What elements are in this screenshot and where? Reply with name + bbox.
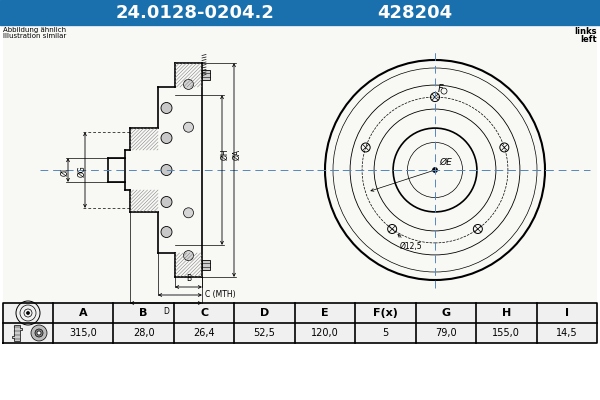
Text: C: C	[200, 308, 208, 318]
Bar	[3, 27, 597, 302]
Text: left: left	[580, 35, 597, 44]
Bar	[130, 190, 158, 212]
Text: C (MTH): C (MTH)	[205, 290, 236, 300]
Circle shape	[184, 122, 193, 132]
Text: ØA: ØA	[233, 149, 241, 160]
Circle shape	[31, 325, 47, 341]
Bar	[175, 253, 202, 277]
Text: 155,0: 155,0	[493, 328, 520, 338]
Text: 315,0: 315,0	[70, 328, 97, 338]
Bar	[130, 128, 158, 150]
Text: B: B	[186, 274, 191, 283]
Text: B: B	[139, 308, 148, 318]
Text: F(x): F(x)	[373, 308, 398, 318]
Text: ØE: ØE	[439, 158, 452, 167]
Text: 24.0128-0204.2: 24.0128-0204.2	[116, 4, 274, 22]
Circle shape	[161, 102, 172, 114]
Text: 26,4: 26,4	[193, 328, 215, 338]
Text: 52,5: 52,5	[254, 328, 275, 338]
Text: ØG: ØG	[77, 165, 86, 177]
Bar	[202, 70, 210, 80]
Text: G: G	[442, 308, 451, 318]
Text: 14,5: 14,5	[556, 328, 578, 338]
Circle shape	[161, 164, 172, 176]
Text: D: D	[260, 308, 269, 318]
Text: 120,0: 120,0	[311, 328, 339, 338]
Text: 79,0: 79,0	[435, 328, 457, 338]
Bar	[0, 0, 600, 25]
Circle shape	[184, 79, 193, 89]
Text: Ø12,5: Ø12,5	[398, 234, 423, 251]
Text: ØH: ØH	[221, 148, 229, 160]
Polygon shape	[12, 325, 22, 341]
Text: links: links	[575, 27, 597, 36]
Circle shape	[37, 331, 41, 335]
Circle shape	[161, 226, 172, 238]
Text: I: I	[565, 308, 569, 318]
Text: 28,0: 28,0	[133, 328, 154, 338]
Text: D: D	[163, 307, 169, 316]
Bar	[202, 260, 210, 270]
Text: Abbildung ähnlich: Abbildung ähnlich	[3, 27, 66, 33]
Text: F: F	[438, 84, 443, 94]
Text: ØI: ØI	[61, 168, 70, 176]
Text: E: E	[321, 308, 329, 318]
Text: A: A	[79, 308, 88, 318]
Bar	[175, 63, 202, 87]
Text: H: H	[502, 308, 511, 318]
Bar	[3, 303, 597, 343]
Circle shape	[161, 196, 172, 208]
Circle shape	[26, 312, 29, 314]
Circle shape	[161, 132, 172, 144]
Circle shape	[184, 208, 193, 218]
Circle shape	[184, 250, 193, 261]
Text: 428204: 428204	[377, 4, 452, 22]
Text: 5: 5	[382, 328, 389, 338]
Text: Illustration similar: Illustration similar	[3, 33, 66, 39]
Circle shape	[433, 168, 437, 172]
Circle shape	[35, 329, 43, 337]
